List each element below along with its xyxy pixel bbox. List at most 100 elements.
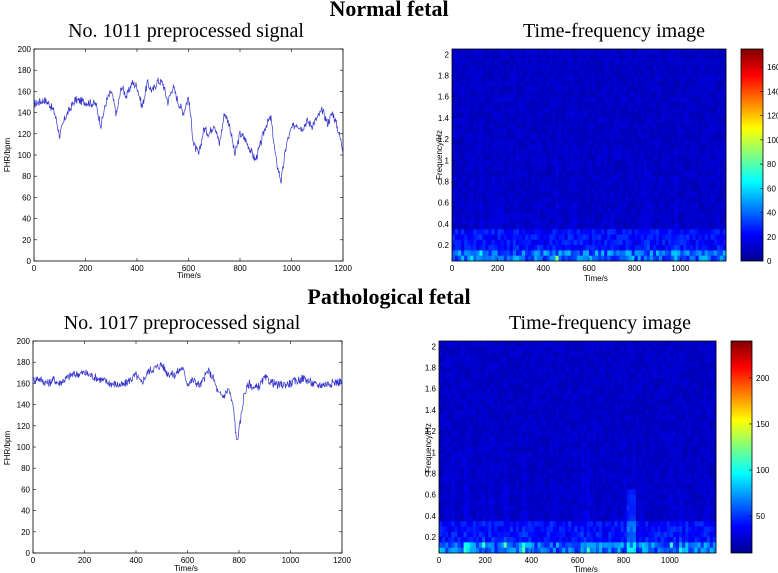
heatmap-cell	[680, 86, 684, 92]
heatmap-cell	[503, 378, 508, 384]
heatmap-cell	[601, 223, 605, 230]
heatmap-cell	[549, 149, 553, 156]
heatmap-cell	[488, 75, 492, 82]
heatmap-cell	[512, 165, 517, 172]
heatmap-cell	[680, 250, 684, 256]
heatmap-cell	[546, 245, 550, 251]
heatmap-cell	[528, 500, 532, 506]
heatmap-cell	[573, 234, 578, 241]
heatmap-cell	[512, 447, 517, 453]
heatmap-cell	[455, 197, 459, 203]
heatmap-cell	[522, 102, 526, 108]
heatmap-cell	[488, 409, 492, 416]
heatmap-cell	[592, 197, 596, 203]
heatmap-cell	[500, 447, 504, 453]
heatmap-cell	[448, 500, 452, 506]
heatmap-cell	[485, 415, 489, 421]
heatmap-cell	[628, 70, 632, 76]
heatmap-cell	[589, 165, 593, 172]
heatmap-cell	[458, 234, 462, 241]
heatmap-cell	[482, 515, 486, 522]
heatmap-cell	[665, 112, 669, 119]
heatmap-cell	[470, 160, 474, 166]
heatmap-cell	[454, 531, 458, 538]
heatmap-cell	[613, 197, 617, 203]
heatmap-cell	[579, 245, 584, 251]
heatmap-cell	[692, 54, 696, 60]
heatmap-cell	[582, 239, 587, 246]
heatmap-cell	[455, 107, 459, 113]
heatmap-cell	[595, 170, 599, 177]
heatmap-cell	[674, 165, 678, 172]
heatmap-cell	[683, 192, 687, 198]
heatmap-cell	[652, 186, 657, 193]
heatmap-cell	[683, 75, 687, 82]
heatmap-cell	[525, 80, 529, 87]
heatmap-cell	[646, 223, 651, 230]
heatmap-cell	[482, 537, 486, 543]
heatmap-cell	[585, 91, 590, 97]
heatmap-cell	[628, 208, 632, 214]
heatmap-cell	[704, 117, 709, 124]
heatmap-cell	[452, 91, 456, 97]
heatmap-cell	[491, 420, 495, 427]
heatmap-cell	[519, 399, 523, 405]
heatmap-cell	[515, 447, 520, 453]
heatmap-cell	[525, 547, 529, 554]
heatmap-cell	[598, 255, 602, 262]
heatmap-cell	[570, 186, 575, 193]
heatmap-cell	[454, 409, 458, 416]
heatmap-cell	[607, 176, 611, 182]
heatmap-cell	[509, 500, 514, 506]
heatmap-cell	[710, 144, 715, 150]
heatmap-cell	[564, 112, 568, 119]
heatmap-cell	[689, 192, 693, 198]
heatmap-cell	[719, 223, 724, 230]
heatmap-cell	[686, 160, 690, 166]
heatmap-cell	[452, 96, 456, 103]
heatmap-cell	[528, 186, 532, 193]
heatmap-cell	[689, 160, 693, 166]
heatmap-cell	[546, 170, 550, 177]
heatmap-cell	[531, 208, 535, 214]
heatmap-cell	[637, 165, 642, 172]
signal-title-pathological: No. 1017 preprocessed signal	[64, 312, 301, 334]
heatmap-cell	[662, 208, 666, 214]
heatmap-cell	[540, 208, 544, 214]
heatmap-cell	[573, 75, 578, 82]
heatmap-cell	[643, 80, 648, 87]
heatmap-cell	[579, 170, 584, 177]
heatmap-cell	[628, 176, 632, 182]
heatmap-cell	[485, 250, 489, 256]
heatmap-cell	[558, 255, 562, 262]
heatmap-cell	[460, 521, 464, 527]
heatmap-cell	[442, 356, 446, 363]
heatmap-cell	[613, 91, 617, 97]
heatmap-cell	[598, 107, 602, 113]
heatmap-cell	[451, 478, 455, 485]
heatmap-cell	[540, 165, 544, 172]
heatmap-cell	[525, 139, 529, 145]
heatmap-cell	[671, 112, 675, 119]
heatmap-cell	[692, 155, 696, 161]
heatmap-cell	[579, 49, 584, 55]
heatmap-cell	[488, 356, 492, 363]
heatmap-cell	[537, 165, 541, 172]
heatmap-cell	[625, 165, 629, 172]
heatmap-cell	[464, 165, 468, 172]
heatmap-cell	[634, 165, 639, 172]
heatmap-cell	[497, 186, 502, 193]
heatmap-cell	[607, 139, 611, 145]
heatmap-cell	[625, 223, 629, 230]
heatmap-cell	[719, 234, 724, 241]
heatmap-cell	[525, 404, 529, 411]
heatmap-cell	[488, 96, 492, 103]
y-tick-label: 80	[22, 172, 31, 181]
heatmap-cell	[497, 468, 501, 474]
heatmap-cell	[549, 165, 553, 172]
heatmap-cell	[460, 505, 464, 511]
heatmap-cell	[576, 107, 581, 113]
heatmap-cell	[528, 489, 532, 495]
heatmap-cell	[680, 245, 684, 251]
heatmap-cell	[461, 96, 465, 103]
